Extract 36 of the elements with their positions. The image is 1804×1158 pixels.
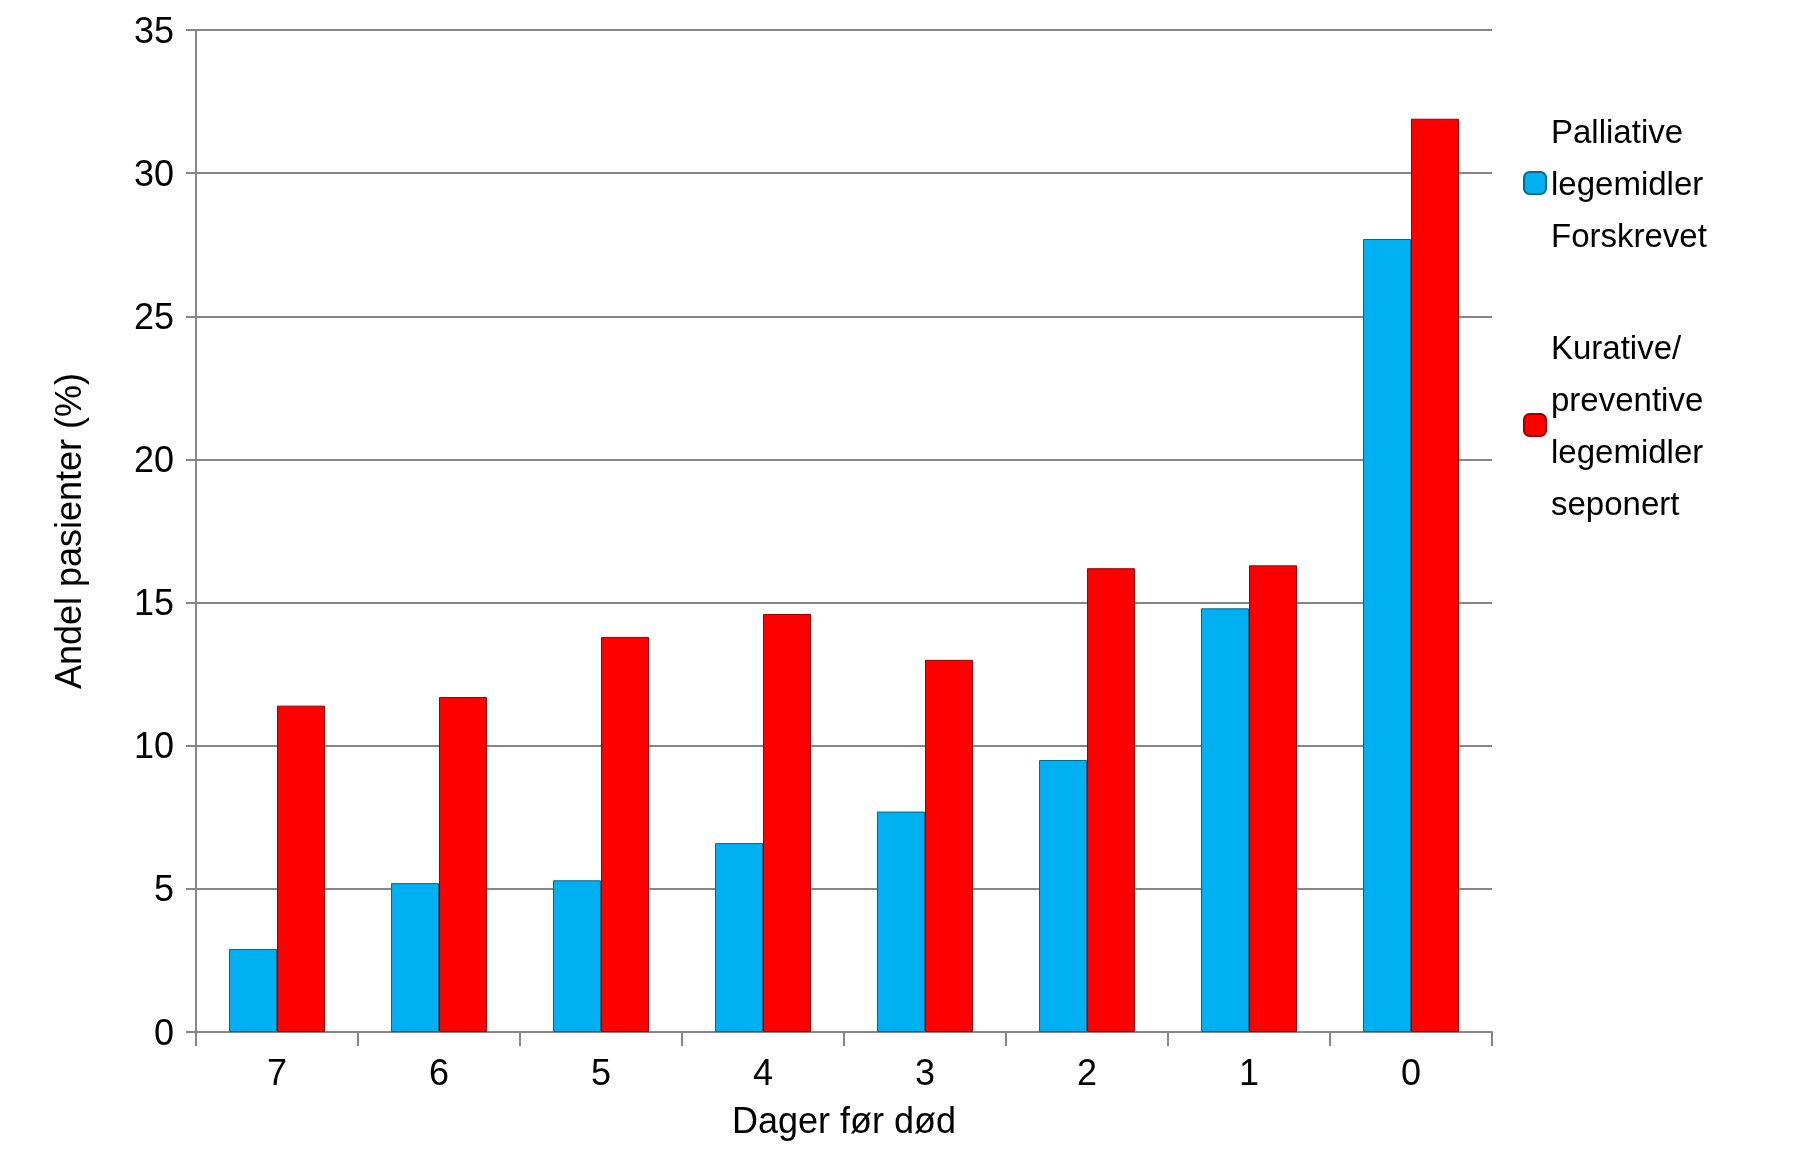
bar bbox=[925, 659, 973, 1032]
bar bbox=[1249, 565, 1297, 1032]
bar bbox=[1411, 118, 1459, 1032]
x-tick-label: 7 bbox=[266, 1051, 288, 1093]
bar bbox=[277, 705, 325, 1032]
y-tick-label: 35 bbox=[133, 9, 174, 51]
bar bbox=[1039, 760, 1087, 1032]
x-tick-label: 2 bbox=[1076, 1051, 1098, 1093]
y-tick-label: 20 bbox=[133, 438, 174, 480]
x-tick-label: 0 bbox=[1400, 1051, 1422, 1093]
y-tick-label: 10 bbox=[133, 725, 174, 767]
bar bbox=[553, 880, 601, 1032]
y-tick-label: 15 bbox=[133, 582, 174, 624]
legend-label: Palliative legemidler Forskrevet bbox=[1551, 112, 1713, 254]
x-tick-label: 5 bbox=[590, 1051, 612, 1093]
x-tick-label: 4 bbox=[752, 1051, 774, 1093]
y-tick-label: 0 bbox=[153, 1011, 174, 1053]
y-tick-label: 30 bbox=[133, 152, 174, 194]
x-axis-title: Dager før død bbox=[731, 1099, 957, 1141]
bar bbox=[715, 843, 763, 1032]
y-tick-label: 25 bbox=[133, 295, 174, 337]
x-tick-label: 6 bbox=[428, 1051, 450, 1093]
y-axis-title: Andel pasienter (%) bbox=[47, 372, 89, 690]
legend-label: Kurative/preventive legemidler seponert bbox=[1551, 328, 1713, 522]
bar bbox=[1201, 608, 1249, 1032]
y-tick-label: 5 bbox=[153, 868, 174, 910]
bar bbox=[1363, 238, 1411, 1032]
x-tick-label: 3 bbox=[914, 1051, 936, 1093]
bar bbox=[601, 636, 649, 1032]
bar bbox=[439, 697, 487, 1032]
bar bbox=[763, 614, 811, 1032]
bar bbox=[229, 948, 277, 1032]
bar bbox=[1087, 568, 1135, 1032]
bar bbox=[877, 811, 925, 1032]
bar bbox=[391, 883, 439, 1032]
x-tick-label: 1 bbox=[1238, 1051, 1260, 1093]
